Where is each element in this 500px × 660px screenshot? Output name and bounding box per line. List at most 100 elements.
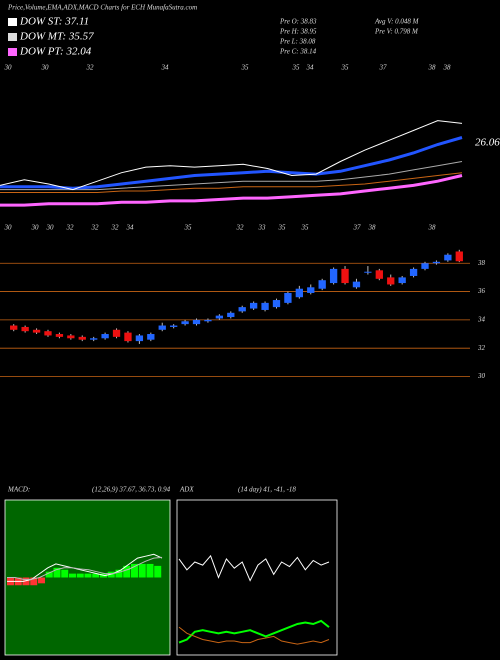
stat: Pre V: 0.798 M — [374, 28, 419, 36]
candle-body — [204, 319, 212, 322]
legend-swatch — [8, 48, 17, 56]
x-tick-label: 32 — [66, 224, 75, 232]
candle-body — [181, 321, 189, 325]
histogram-bar — [154, 565, 162, 578]
panel-title: MACD: — [7, 486, 30, 494]
x-tick-label: 35 — [278, 224, 287, 232]
candle-body — [192, 319, 201, 325]
x-tick-label: 35 — [292, 64, 301, 72]
candle-body — [329, 268, 338, 284]
candle-body — [398, 277, 406, 284]
annotation: 26.06 — [475, 137, 500, 149]
candle-body — [147, 334, 155, 340]
candle-body — [44, 331, 52, 336]
x-tick-label: 37 — [353, 224, 362, 232]
candle-body — [444, 254, 452, 261]
x-tick-label: 30 — [4, 64, 13, 72]
x-tick-label: 34 — [161, 64, 170, 72]
x-tick-label: 38 — [368, 224, 377, 232]
series-line — [0, 120, 463, 191]
histogram-bar — [138, 563, 146, 578]
series-line — [178, 554, 330, 582]
legend-label: DOW MT: 35.57 — [19, 31, 94, 43]
histogram-bar — [131, 563, 138, 578]
candle-body — [158, 325, 166, 330]
histogram-bar — [61, 569, 69, 578]
candle-body — [341, 268, 349, 284]
histogram-bar — [92, 573, 100, 578]
x-tick-label: 30 — [31, 224, 40, 232]
candle-body — [352, 281, 361, 288]
series-line — [178, 619, 330, 644]
candle-body — [272, 300, 281, 308]
x-tick-label: 32 — [91, 224, 100, 232]
histogram-bar — [69, 573, 76, 578]
candle-body — [101, 334, 109, 339]
x-tick-label: 30 — [4, 224, 13, 232]
candle-body — [307, 287, 315, 293]
candle-body — [364, 271, 372, 273]
histogram-bar — [115, 569, 123, 578]
series-line — [178, 626, 330, 645]
panel-subtitle: (12,26,9) 37.67, 36.73, 0.94 — [92, 486, 171, 494]
x-tick-label: 30 — [46, 224, 55, 232]
histogram-bar — [84, 573, 92, 578]
series-line — [0, 172, 463, 193]
stat: Pre L: 38.08 — [279, 38, 316, 46]
x-tick-label: 38 — [443, 64, 452, 72]
panel-subtitle: (14 day) 41, -41, -18 — [238, 486, 296, 494]
legend-label: DOW ST: 37.11 — [19, 16, 89, 28]
candle-body — [67, 335, 75, 339]
histogram-bar — [146, 563, 154, 578]
y-tick-label: 38 — [477, 259, 486, 267]
series-line — [7, 553, 163, 582]
candle-body — [78, 336, 86, 340]
x-tick-label: 32 — [86, 64, 95, 72]
y-tick-label: 34 — [477, 315, 486, 323]
candle-body — [170, 325, 178, 327]
x-tick-label: 30 — [41, 64, 50, 72]
x-tick-label: 38 — [428, 64, 437, 72]
x-tick-label: 34 — [126, 224, 135, 232]
stat: Avg V: 0.048 M — [374, 18, 420, 26]
candle-body — [90, 338, 98, 340]
candle-body — [227, 312, 235, 318]
legend-swatch — [8, 18, 17, 26]
histogram-bar — [22, 577, 30, 586]
candle-body — [421, 263, 429, 269]
histogram-bar — [45, 571, 53, 578]
candle-body — [32, 329, 41, 333]
series-line — [0, 174, 463, 207]
histogram-bar — [123, 565, 131, 578]
histogram-bar — [76, 573, 84, 578]
x-tick-label: 32 — [236, 224, 245, 232]
candle-body — [215, 315, 224, 319]
page-title: Price,Volume,EMA,ADX,MACD Charts for ECH… — [7, 4, 197, 12]
series-line — [0, 161, 463, 191]
candle-body — [135, 335, 144, 342]
y-tick-label: 32 — [477, 344, 486, 352]
candle-body — [284, 292, 292, 303]
stat: Pre C: 38.14 — [279, 48, 317, 56]
x-tick-label: 34 — [306, 64, 315, 72]
candle-body — [249, 302, 258, 309]
candle-body — [432, 261, 441, 264]
x-tick-label: 37 — [379, 64, 388, 72]
candle-body — [124, 332, 132, 342]
candle-body — [295, 288, 303, 298]
candle-body — [238, 307, 246, 312]
candle-body — [21, 326, 29, 332]
y-tick-label: 36 — [477, 287, 486, 295]
x-tick-label: 35 — [301, 224, 310, 232]
x-tick-label: 35 — [341, 64, 350, 72]
panel-background — [176, 499, 338, 656]
histogram-bar — [30, 577, 38, 586]
candle-body — [261, 302, 269, 310]
candle-body — [318, 280, 326, 289]
panel-title: ADX — [179, 486, 194, 494]
histogram-bar — [107, 571, 115, 578]
legend-swatch — [8, 33, 17, 41]
stat: Pre H: 38.95 — [279, 28, 317, 36]
x-tick-label: 38 — [428, 224, 437, 232]
